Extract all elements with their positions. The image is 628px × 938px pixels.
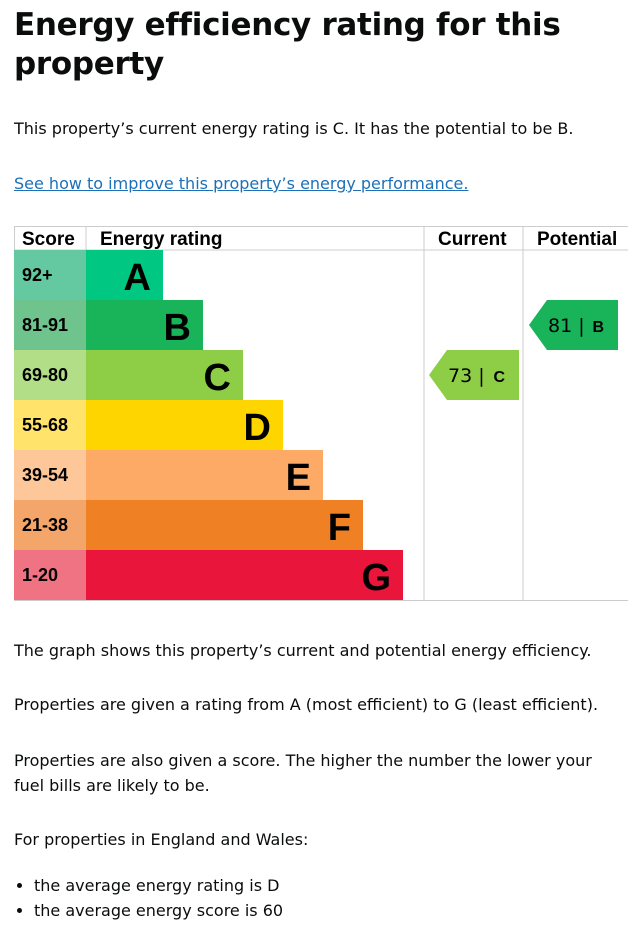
score-range-a: 92+ (22, 265, 53, 285)
score-range-g: 1-20 (22, 565, 58, 585)
rating-bar-c (86, 350, 243, 400)
epc-chart: Score Energy rating Current Potential 92+ A 81… (14, 226, 628, 601)
potential-rating-letter: B (592, 319, 604, 336)
score-range-d: 55-68 (22, 415, 68, 435)
score-cell-f (14, 500, 86, 550)
header-score: Score (22, 229, 75, 250)
rating-letter-f: F (328, 507, 351, 549)
potential-rating-arrow (529, 300, 618, 350)
current-rating-score: 73 | (448, 365, 485, 387)
rating-bar-g (86, 550, 403, 600)
score-cell-d (14, 400, 86, 450)
score-range-b: 81-91 (22, 315, 68, 335)
rating-letter-c: C (204, 357, 231, 399)
rating-letter-b: B (164, 307, 191, 349)
rating-bar-f (86, 500, 363, 550)
score-range-c: 69-80 (22, 365, 68, 385)
score-cell-c (14, 350, 86, 400)
graph-description: The graph shows this property’s current … (14, 641, 592, 660)
score-range-f: 21-38 (22, 515, 68, 535)
score-cell-g (14, 550, 86, 600)
current-rating-letter: C (493, 369, 505, 386)
score-range-e: 39-54 (22, 465, 68, 485)
header-current: Current (438, 229, 507, 250)
header-potential: Potential (537, 229, 617, 250)
rating-letter-d: D (244, 407, 271, 449)
rating-bar-d (86, 400, 283, 450)
rating-bar-a (86, 250, 163, 300)
page-title: Energy efficiency rating for this proper… (14, 7, 561, 82)
potential-rating-score: 81 | (548, 315, 585, 337)
score-description: Properties are also given a score. The h… (14, 751, 592, 795)
improve-link[interactable]: See how to improve this property’s energ… (14, 174, 469, 193)
rating-bar-e (86, 450, 323, 500)
england-wales-heading: For properties in England and Wales: (14, 830, 309, 849)
score-cell-b (14, 300, 86, 350)
rating-description: Properties are given a rating from A (mo… (14, 695, 599, 714)
score-cell-a (14, 250, 86, 300)
list-item: the average energy rating is D (34, 873, 283, 898)
rating-letter-e: E (286, 457, 311, 499)
rating-letter-a: A (124, 257, 151, 299)
score-cell-e (14, 450, 86, 500)
header-energy-rating: Energy rating (100, 229, 222, 250)
current-rating-arrow (429, 350, 519, 400)
rating-bar-b (86, 300, 203, 350)
rating-letter-g: G (361, 557, 391, 599)
intro-text: This property’s current energy rating is… (14, 119, 574, 138)
list-item: the average energy score is 60 (34, 898, 283, 923)
averages-list: the average energy rating is D the avera… (34, 873, 283, 923)
